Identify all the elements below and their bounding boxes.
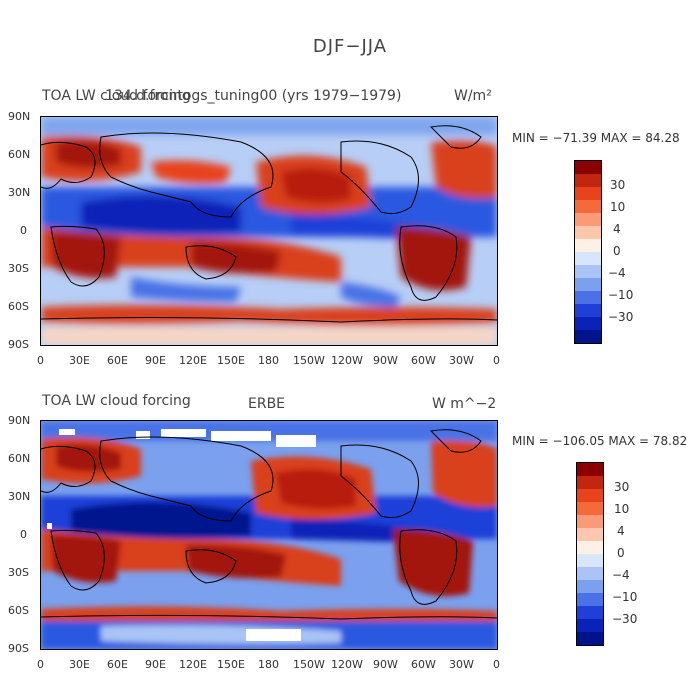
lon-label: 60E	[107, 354, 128, 367]
lat-label: 0	[20, 528, 27, 541]
lon-label: 0	[37, 658, 44, 671]
colorbar-swatch	[577, 567, 603, 580]
lon-label: 30E	[69, 658, 90, 671]
colorbar-swatch	[577, 554, 603, 567]
lat-label: 60S	[8, 300, 29, 313]
lat-label: 90S	[8, 642, 29, 655]
colorbar-swatch	[577, 463, 603, 476]
lat-label: 30S	[8, 262, 29, 275]
colorbar-label: −4	[612, 568, 630, 582]
lon-label: 150E	[217, 658, 245, 671]
lon-label: 90W	[373, 658, 398, 671]
lon-label: 180	[258, 354, 279, 367]
figure-title: DJF−JJA	[312, 36, 388, 57]
panel2-colorbar	[576, 462, 604, 646]
colorbar-swatch	[577, 541, 603, 554]
colorbar-swatch	[575, 291, 601, 304]
lon-label: 150E	[217, 354, 245, 367]
colorbar-swatch	[575, 265, 601, 278]
lat-label: 30N	[8, 186, 31, 199]
panel2-map-field	[41, 421, 497, 649]
lon-label: 30W	[449, 354, 474, 367]
lon-label: 30W	[449, 658, 474, 671]
lat-label: 0	[20, 224, 27, 237]
colorbar-label: 30	[610, 178, 626, 192]
lon-label: 60W	[411, 354, 436, 367]
colorbar-swatch	[575, 239, 601, 252]
colorbar-swatch	[575, 304, 601, 317]
colorbar-label: 0	[617, 546, 625, 560]
colorbar-label: −30	[612, 612, 638, 626]
lat-label: 90S	[8, 338, 29, 351]
colorbar-swatch	[577, 502, 603, 515]
lat-label: 60S	[8, 604, 29, 617]
panel1-map-field	[41, 117, 497, 345]
colorbar-swatch	[575, 278, 601, 291]
lon-label: 30E	[69, 354, 90, 367]
colorbar-label: −10	[612, 590, 638, 604]
colorbar-label: 10	[614, 502, 630, 516]
lon-label: 180	[258, 658, 279, 671]
colorbar-swatch	[577, 606, 603, 619]
colorbar-swatch	[577, 515, 603, 528]
colorbar-label: −4	[608, 266, 626, 280]
colorbar-swatch	[575, 330, 601, 343]
colorbar-swatch	[577, 619, 603, 632]
lon-label: 150W	[293, 658, 325, 671]
colorbar-swatch	[575, 174, 601, 187]
colorbar-swatch	[575, 213, 601, 226]
colorbar-swatch	[575, 200, 601, 213]
panel2-map	[40, 420, 498, 650]
lon-label: 120W	[331, 658, 363, 671]
lon-label: 0	[37, 354, 44, 367]
colorbar-swatch	[575, 161, 601, 174]
lon-label: 60W	[411, 658, 436, 671]
colorbar-swatch	[577, 580, 603, 593]
colorbar-label: −10	[608, 288, 634, 302]
lon-label: 120E	[179, 354, 207, 367]
lon-label: 90E	[145, 354, 166, 367]
panel1-map	[40, 116, 498, 346]
colorbar-swatch	[577, 476, 603, 489]
lon-label: 0	[493, 354, 500, 367]
lat-label: 60N	[8, 452, 31, 465]
colorbar-swatch	[575, 317, 601, 330]
colorbar-label: 4	[613, 222, 621, 236]
lat-label: 30N	[8, 490, 31, 503]
lon-label: 120E	[179, 658, 207, 671]
colorbar-swatch	[577, 593, 603, 606]
lat-label: 30S	[8, 566, 29, 579]
colorbar-swatch	[575, 252, 601, 265]
colorbar-label: 0	[613, 244, 621, 258]
lat-label: 90N	[8, 414, 31, 427]
panel2-stats: MIN = −106.05 MAX = 78.82	[512, 434, 688, 448]
panel1-stats: MIN = −71.39 MAX = 84.28	[512, 131, 680, 145]
colorbar-label: 10	[610, 200, 626, 214]
panel2-center-title: ERBE	[248, 396, 286, 412]
colorbar-swatch	[577, 528, 603, 541]
colorbar-swatch	[575, 187, 601, 200]
lon-label: 90E	[145, 658, 166, 671]
lon-label: 60E	[107, 658, 128, 671]
colorbar-label: −30	[608, 310, 634, 324]
lon-label: 150W	[293, 354, 325, 367]
panel1-overlay-title: 134.d.frontogs_tuning00 (yrs 1979−1979)	[105, 88, 402, 104]
lon-label: 90W	[373, 354, 398, 367]
colorbar-label: 30	[614, 480, 630, 494]
lon-label: 0	[493, 658, 500, 671]
colorbar-label: 4	[617, 524, 625, 538]
panel2-units: W m^−2	[432, 396, 497, 412]
lat-label: 90N	[8, 110, 31, 123]
panel1-left-title: TOA LW cloud forcing	[42, 88, 191, 104]
panel2-left-title: TOA LW cloud forcing	[42, 393, 191, 409]
panel1-units: W/m²	[454, 88, 492, 104]
lat-label: 60N	[8, 148, 31, 161]
colorbar-swatch	[577, 489, 603, 502]
lon-label: 120W	[331, 354, 363, 367]
panel1-colorbar	[574, 160, 602, 344]
colorbar-swatch	[575, 226, 601, 239]
colorbar-swatch	[577, 632, 603, 645]
